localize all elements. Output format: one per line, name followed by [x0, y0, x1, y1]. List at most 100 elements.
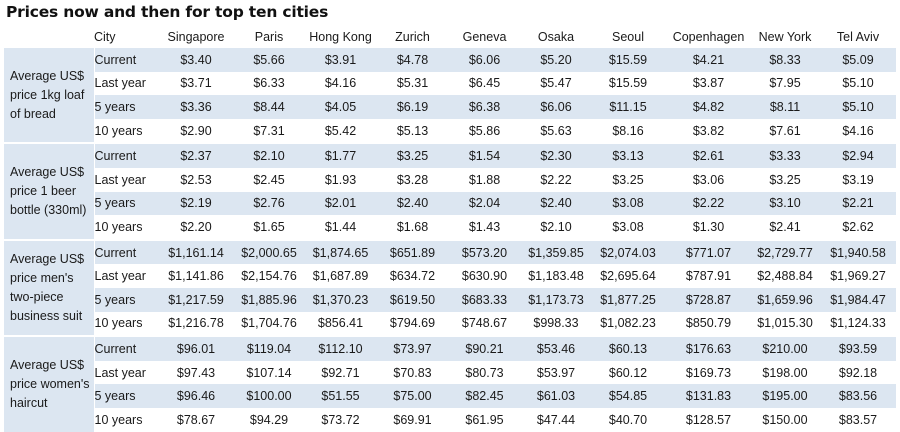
price-cell: $2.10: [236, 142, 302, 168]
metric-label: Average US$ price 1 beer bottle (330ml): [4, 142, 95, 240]
price-cell: $2.21: [820, 191, 896, 216]
period-label: Last year: [94, 365, 146, 380]
metric-label: Average US$ price women's haircut: [4, 335, 95, 432]
price-cell: $93.59: [820, 335, 896, 361]
price-cell: $80.73: [465, 365, 504, 380]
price-cell: $573.20: [446, 238, 523, 265]
price-cell: $210.00: [750, 335, 820, 361]
price-cell: $47.44: [536, 412, 576, 427]
city-header: Zurich: [395, 30, 430, 44]
price-cell: $1,659.96: [750, 287, 820, 312]
city-header: Hong Kong: [309, 30, 372, 44]
table-row: Last year $2.53 $2.45 $1.93 $3.28 $1.88 $2.22 $…: [4, 168, 896, 192]
price-cell: $6.19: [379, 95, 446, 119]
price-cell: $7.61: [769, 123, 801, 138]
price-cell: $2.22: [667, 191, 750, 216]
price-cell: $7.95: [769, 76, 801, 91]
price-cell: $6.06: [523, 95, 589, 119]
price-cell: $5.42: [324, 123, 357, 138]
period-label: Current: [94, 142, 156, 168]
price-cell: $5.63: [540, 123, 572, 138]
price-table: City Singapore Paris Hong Kong Zurich Ge…: [4, 26, 896, 432]
price-cell: $3.25: [769, 172, 801, 187]
period-label: 10 years: [94, 219, 143, 234]
price-cell: $3.06: [692, 172, 725, 187]
price-cell: $2.61: [667, 142, 750, 168]
period-label: 10 years: [94, 412, 143, 427]
table-row: Average US$ price 1kg loaf of bread Curre…: [4, 48, 896, 144]
price-cell: $51.55: [302, 384, 379, 408]
price-cell: $1,984.47: [820, 287, 896, 312]
price-cell: $6.38: [446, 95, 523, 119]
price-cell: $2.41: [769, 219, 801, 234]
price-cell: $2.30: [523, 142, 589, 168]
table-row: 10 years $1,216.78 $1,704.76 $856.41 $794.69…: [4, 312, 896, 337]
price-cell: $787.91: [685, 269, 732, 284]
price-cell: $2,695.64: [600, 269, 656, 284]
price-cell: $5.86: [468, 123, 501, 138]
price-cell: $3.08: [612, 219, 644, 234]
price-cell: $3.40: [156, 48, 236, 72]
price-cell: $60.12: [608, 365, 648, 380]
price-cell: $60.13: [589, 335, 667, 361]
period-label: Current: [94, 335, 156, 361]
price-cell: $1,183.48: [528, 269, 584, 284]
price-cell: $1,082.23: [600, 316, 656, 331]
price-cell: $73.72: [321, 412, 360, 427]
period-label: 5 years: [94, 384, 156, 408]
price-cell: $5.31: [396, 76, 429, 91]
period-label: 10 years: [94, 123, 143, 138]
price-cell: $748.67: [461, 316, 508, 331]
price-cell: $4.82: [667, 95, 750, 119]
period-label: Last year: [94, 76, 146, 91]
period-label: Last year: [94, 172, 146, 187]
city-header: New York: [758, 30, 812, 44]
price-cell: $3.82: [692, 123, 725, 138]
price-cell: $8.44: [236, 95, 302, 119]
table-row: 10 years $78.67 $94.29 $73.72 $69.91 $61.95 $4…: [4, 408, 896, 432]
price-cell: $1,969.27: [830, 269, 886, 284]
price-cell: $5.10: [842, 76, 874, 91]
price-cell: $6.33: [253, 76, 285, 91]
price-cell: $8.11: [750, 95, 820, 119]
city-header: Singapore: [167, 30, 225, 44]
price-cell: $2.76: [236, 191, 302, 216]
price-cell: $4.16: [324, 76, 357, 91]
price-cell: $771.07: [667, 238, 750, 265]
price-cell: $5.20: [523, 48, 589, 72]
price-cell: $1,161.14: [156, 238, 236, 265]
price-cell: $176.63: [667, 335, 750, 361]
price-cell: $634.72: [389, 269, 436, 284]
price-cell: $2.40: [523, 191, 589, 216]
period-label: Current: [94, 238, 156, 265]
period-label: Last year: [94, 269, 146, 284]
metric-header-blank: [4, 26, 94, 48]
page-title: Prices now and then for top ten cities: [6, 3, 329, 21]
price-cell: $92.71: [321, 365, 360, 380]
city-header: Osaka: [537, 30, 575, 44]
price-cell: $195.00: [750, 384, 820, 408]
price-cell: $1,141.86: [168, 269, 224, 284]
price-cell: $1,687.89: [312, 269, 369, 284]
price-cell: $3.13: [589, 142, 667, 168]
table-row: 5 years $3.36 $8.44 $4.05 $6.19 $6.38 $6.06 $11…: [4, 95, 896, 119]
price-cell: $5.10: [820, 95, 896, 119]
price-cell: $6.06: [446, 48, 523, 72]
price-cell: $794.69: [389, 316, 436, 331]
price-cell: $619.50: [379, 287, 446, 312]
price-cell: $1.54: [446, 142, 523, 168]
table-row: 5 years $96.46 $100.00 $51.55 $75.00 $82.45 $6…: [4, 384, 896, 408]
price-cell: $61.95: [465, 412, 504, 427]
table-row: Average US$ price 1 beer bottle (330ml) C…: [4, 142, 896, 240]
price-cell: $856.41: [317, 316, 364, 331]
price-cell: $2,000.65: [236, 238, 302, 265]
price-cell: $4.78: [379, 48, 446, 72]
city-header: Copenhagen: [672, 30, 745, 44]
table-row: Last year $1,141.86 $2,154.76 $1,687.89 $634…: [4, 264, 896, 288]
price-cell: $78.67: [176, 412, 216, 427]
price-cell: $92.18: [838, 365, 878, 380]
table-row: Last year $3.71 $6.33 $4.16 $5.31 $6.45 $5.47 $…: [4, 72, 896, 96]
price-cell: $7.31: [253, 123, 285, 138]
city-header: Seoul: [612, 30, 644, 44]
price-cell: $83.57: [838, 412, 878, 427]
